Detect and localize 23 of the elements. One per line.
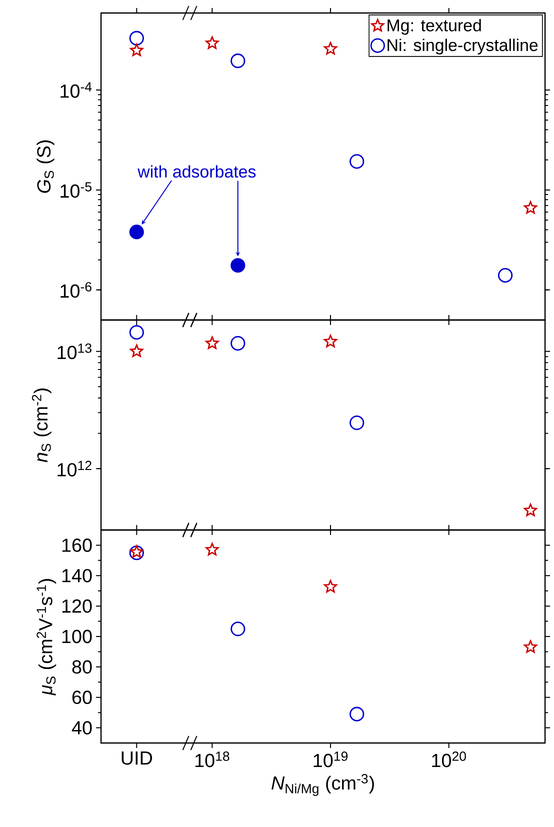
- x-axis-title: N$_{Ni/Mg}$ (cm$^{-3}$): [272, 774, 374, 796]
- y-tick-label: 60: [72, 690, 92, 704]
- y-tick-label: 10$^{12}$: [58, 460, 92, 476]
- y-tick-label: 10$^{-4}$: [60, 82, 92, 98]
- x-tick-label: UID: [122, 752, 152, 765]
- y-tick-label: 80: [72, 660, 92, 674]
- y-tick-label: 10$^{-5}$: [60, 182, 92, 198]
- y-tick-label: 40: [72, 721, 92, 734]
- legend-label: Ni: single-crystalline: [388, 38, 538, 54]
- annotation: with adsorbates: [138, 165, 256, 178]
- x-tick-label: 10$^{19}$: [314, 752, 348, 768]
- text: μ$_{S}$ (cm$^{2}$V$^{-1}$s$^{-1}$): [36, 579, 56, 696]
- x-tick-label: 10$^{20}$: [432, 752, 466, 768]
- y-tick-label: 160: [62, 538, 92, 552]
- y-tick-label: 100: [62, 630, 92, 644]
- y-tick-label: 120: [62, 599, 92, 613]
- legend-label: Mg: textured: [388, 18, 481, 35]
- y-axis-title: G$_{S}$ (S): [36, 140, 54, 193]
- y-tick-label: 10$^{-6}$: [60, 282, 92, 298]
- y-axis-title: n$_{S}$ (cm$^{-2}$): [32, 388, 52, 462]
- y-tick-label: 10$^{13}$: [58, 343, 92, 360]
- y-tick-label: 140: [62, 568, 92, 582]
- x-tick-label: 10$^{18}$: [195, 752, 230, 768]
